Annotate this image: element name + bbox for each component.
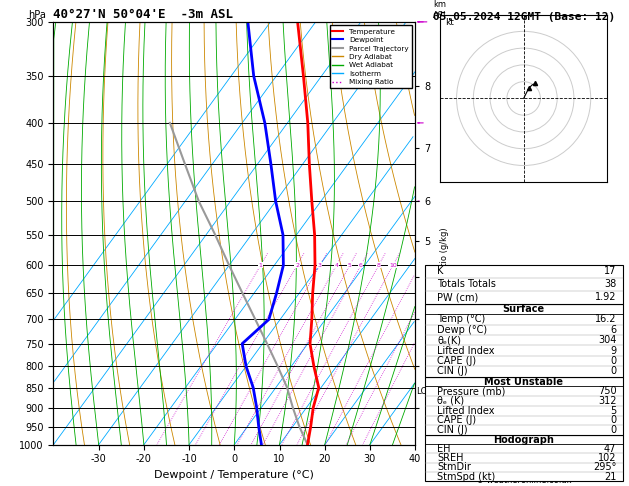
- Text: hPa: hPa: [28, 10, 46, 20]
- Text: Lifted Index: Lifted Index: [437, 346, 494, 356]
- Text: Totals Totals: Totals Totals: [437, 279, 496, 289]
- Text: 6: 6: [359, 263, 363, 268]
- Text: 6: 6: [610, 325, 616, 335]
- Text: 1: 1: [259, 263, 262, 268]
- Text: 0: 0: [610, 366, 616, 377]
- Text: Hodograph: Hodograph: [493, 434, 554, 445]
- Text: StmSpd (kt): StmSpd (kt): [437, 471, 496, 482]
- Text: SREH: SREH: [437, 453, 464, 463]
- Text: LCL: LCL: [416, 387, 431, 396]
- Text: Temp (°C): Temp (°C): [437, 314, 486, 324]
- Text: 0: 0: [610, 416, 616, 425]
- Text: Mixing Ratio (g/kg): Mixing Ratio (g/kg): [440, 227, 450, 307]
- Text: CIN (J): CIN (J): [437, 425, 468, 435]
- Text: 9: 9: [610, 346, 616, 356]
- Text: 5: 5: [348, 263, 352, 268]
- Text: 38: 38: [604, 279, 616, 289]
- Text: 4: 4: [335, 263, 338, 268]
- Text: 304: 304: [598, 335, 616, 345]
- Text: 0: 0: [610, 356, 616, 366]
- Text: CAPE (J): CAPE (J): [437, 356, 476, 366]
- Text: km
ASL: km ASL: [433, 0, 449, 20]
- Text: 2: 2: [295, 263, 299, 268]
- Text: 750: 750: [598, 386, 616, 396]
- Text: θₑ (K): θₑ (K): [437, 396, 464, 406]
- Text: StmDir: StmDir: [437, 462, 471, 472]
- Text: 102: 102: [598, 453, 616, 463]
- Text: 17: 17: [604, 266, 616, 277]
- Text: 5: 5: [610, 406, 616, 416]
- Text: θₑ(K): θₑ(K): [437, 335, 461, 345]
- Text: 312: 312: [598, 396, 616, 406]
- Text: 8: 8: [377, 263, 381, 268]
- Text: 40°27'N 50°04'E  -3m ASL: 40°27'N 50°04'E -3m ASL: [53, 8, 233, 21]
- Text: PW (cm): PW (cm): [437, 292, 479, 302]
- Text: 05.05.2024 12GMT (Base: 12): 05.05.2024 12GMT (Base: 12): [433, 12, 615, 22]
- Text: Surface: Surface: [503, 304, 545, 314]
- Text: 10: 10: [389, 263, 397, 268]
- X-axis label: Dewpoint / Temperature (°C): Dewpoint / Temperature (°C): [154, 470, 314, 480]
- Text: 16.2: 16.2: [595, 314, 616, 324]
- Text: Pressure (mb): Pressure (mb): [437, 386, 506, 396]
- Text: 47: 47: [604, 444, 616, 454]
- Text: kt: kt: [445, 17, 454, 27]
- Text: Most Unstable: Most Unstable: [484, 377, 563, 386]
- Text: CAPE (J): CAPE (J): [437, 416, 476, 425]
- Text: 3: 3: [318, 263, 322, 268]
- Text: 21: 21: [604, 471, 616, 482]
- Text: K: K: [437, 266, 443, 277]
- Text: 1.92: 1.92: [595, 292, 616, 302]
- Text: Dewp (°C): Dewp (°C): [437, 325, 487, 335]
- Text: 0: 0: [610, 425, 616, 435]
- Text: CIN (J): CIN (J): [437, 366, 468, 377]
- Text: EH: EH: [437, 444, 450, 454]
- Text: © weatheronline.co.uk: © weatheronline.co.uk: [476, 476, 572, 485]
- Text: 295°: 295°: [593, 462, 616, 472]
- Text: Lifted Index: Lifted Index: [437, 406, 494, 416]
- Legend: Temperature, Dewpoint, Parcel Trajectory, Dry Adiabat, Wet Adiabat, Isotherm, Mi: Temperature, Dewpoint, Parcel Trajectory…: [330, 25, 411, 88]
